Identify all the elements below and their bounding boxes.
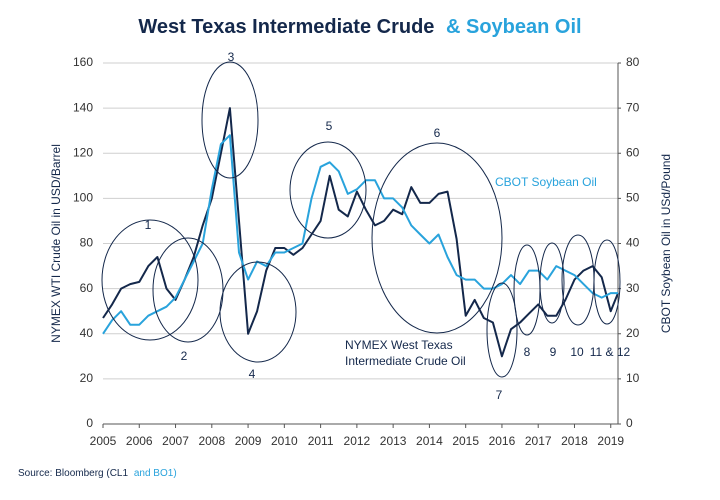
annotation-label: 3	[228, 50, 235, 64]
y-axis-label: NYMEX WTI Crude Oil in USD/Barrel	[49, 144, 63, 343]
y-tick-label: 60	[80, 281, 94, 295]
x-tick-label: 2010	[271, 434, 298, 448]
chart-title: West Texas Intermediate Crude & Soybean …	[138, 16, 581, 38]
annotation-ellipse	[371, 142, 503, 334]
series-line	[102, 107, 619, 358]
y-tick-label: 100	[73, 191, 93, 205]
title-part: West Texas Intermediate Crude	[138, 16, 434, 38]
x-tick-label: 2012	[344, 434, 371, 448]
y-tick-label: 120	[73, 145, 93, 159]
series-label-box: CBOT Soybean Oil	[495, 175, 597, 189]
annotation-label: 8	[524, 345, 531, 359]
y2-tick-label: 50	[626, 191, 640, 205]
x-tick-label: 2005	[90, 434, 117, 448]
series-label: CBOT Soybean Oil	[495, 175, 597, 189]
annotation-label: 10	[570, 345, 584, 359]
annotation-label: 9	[550, 345, 557, 359]
x-tick-label: 2019	[597, 434, 624, 448]
x-tick-label: 2008	[198, 434, 225, 448]
x-tick-label: 2015	[452, 434, 479, 448]
annotation-ellipse	[201, 61, 259, 179]
source-part: and BO1)	[134, 468, 177, 479]
source-part: Source: Bloomberg (CL1	[18, 468, 128, 479]
annotation-label: 1	[145, 218, 152, 232]
annotation-label: 6	[434, 126, 441, 140]
annotation-ellipse	[513, 244, 541, 336]
x-tick-label: 2007	[162, 434, 189, 448]
y2-tick-label: 20	[626, 326, 640, 340]
annotation-ellipse	[152, 237, 224, 343]
y-tick-label: 40	[80, 326, 94, 340]
x-tick-label: 2016	[489, 434, 516, 448]
annotation-label: 2	[181, 349, 188, 363]
y2-axis-label: CBOT Soybean Oil in USd/Pound	[659, 154, 673, 333]
series-label-box: NYMEX West Texas Intermediate Crude Oil	[345, 338, 466, 368]
source: Source: Bloomberg (CL1 and BO1)	[18, 468, 177, 479]
y-tick-label: 0	[86, 416, 93, 430]
y2-tick-label: 60	[626, 145, 640, 159]
y2-tick-label: 80	[626, 55, 640, 69]
annotation-ellipse	[289, 141, 367, 239]
y2-tick-label: 70	[626, 100, 640, 114]
annotation-label: 11 & 12	[590, 345, 631, 359]
x-tick-label: 2013	[380, 434, 407, 448]
title-part: & Soybean Oil	[446, 16, 582, 38]
x-tick-label: 2018	[561, 434, 588, 448]
y-tick-label: 140	[73, 100, 93, 114]
y2-tick-label: 40	[626, 236, 640, 250]
x-tick-label: 2017	[525, 434, 552, 448]
annotation-label: 5	[326, 119, 333, 133]
series-label: NYMEX West Texas Intermediate Crude Oil	[345, 338, 466, 368]
x-tick-label: 2009	[235, 434, 262, 448]
annotation-ellipse	[101, 219, 199, 341]
y-tick-label: 160	[73, 55, 93, 69]
x-tick-label: 2014	[416, 434, 443, 448]
annotation-ellipse	[486, 282, 518, 378]
annotation-ellipse	[593, 239, 621, 325]
y2-tick-label: 0	[626, 416, 633, 430]
annotation-ellipse	[539, 242, 565, 324]
y-tick-label: 20	[80, 371, 94, 385]
x-tick-label: 2011	[308, 434, 334, 448]
y2-tick-label: 30	[626, 281, 640, 295]
y2-tick-label: 10	[626, 371, 640, 385]
y-tick-label: 80	[80, 236, 94, 250]
x-tick-label: 2006	[126, 434, 153, 448]
annotation-ellipse	[219, 261, 297, 363]
annotation-label: 7	[496, 388, 503, 402]
annotation-label: 4	[249, 367, 256, 381]
series-line	[102, 134, 618, 335]
